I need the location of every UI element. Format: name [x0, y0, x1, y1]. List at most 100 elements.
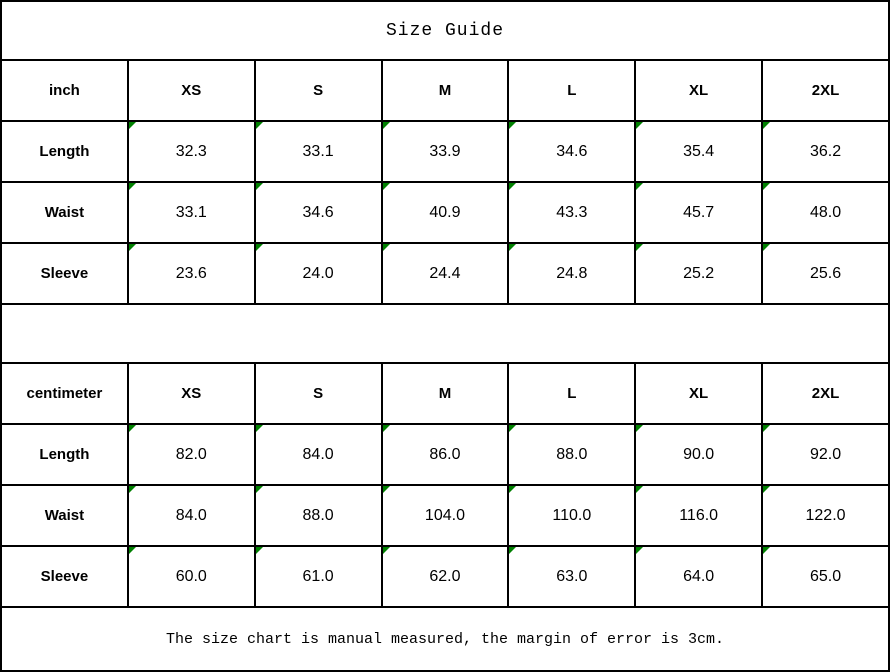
col-header-l: L — [507, 59, 637, 122]
cell-value: 116.0 — [679, 506, 719, 524]
corner-flag-icon — [256, 487, 263, 493]
table-cell: 60.0 — [126, 545, 256, 608]
col-header-2xl: 2XL — [761, 59, 890, 122]
table-cell: 61.0 — [253, 545, 383, 608]
cell-value: 43.3 — [556, 203, 588, 221]
cell-value: 25.2 — [683, 264, 715, 282]
table-cell: 110.0 — [507, 484, 637, 547]
table-cell: 48.0 — [761, 181, 890, 244]
cell-value: 35.4 — [683, 142, 715, 160]
table-cell: 25.6 — [761, 242, 890, 305]
cell-value: 48.0 — [809, 203, 842, 221]
size-table-inch: inch XS S M L XL 2XL Length 32.3 33.1 33… — [0, 59, 890, 305]
corner-flag-icon — [383, 487, 390, 493]
corner-flag-icon — [383, 245, 390, 251]
table-cell: 122.0 — [761, 484, 890, 547]
table-cell: 84.0 — [253, 423, 383, 486]
cell-value: 84.0 — [175, 506, 207, 524]
col-header-l: L — [507, 362, 637, 425]
table-row-waist-inch: Waist 33.1 34.6 40.9 43.3 45.7 48.0 — [0, 181, 890, 244]
cell-value: 23.6 — [175, 264, 207, 282]
row-label-length: Length — [0, 423, 129, 486]
header-row-inch: inch XS S M L XL 2XL — [0, 59, 890, 122]
cell-value: 33.1 — [302, 142, 334, 160]
col-header-s: S — [253, 362, 383, 425]
corner-flag-icon — [383, 123, 390, 129]
cell-value: 110.0 — [552, 506, 592, 524]
table-cell: 24.4 — [380, 242, 510, 305]
cell-value: 64.0 — [683, 567, 715, 585]
table-cell: 35.4 — [634, 120, 764, 183]
table-cell: 43.3 — [507, 181, 637, 244]
col-header-2xl: 2XL — [761, 362, 890, 425]
table-cell: 32.3 — [126, 120, 256, 183]
title-row: Size Guide — [0, 0, 890, 61]
corner-flag-icon — [510, 245, 517, 251]
cell-value: 60.0 — [175, 567, 207, 585]
table-cell: 45.7 — [634, 181, 764, 244]
corner-flag-icon — [510, 487, 517, 493]
table-cell: 65.0 — [761, 545, 890, 608]
col-header-xs: XS — [126, 59, 256, 122]
corner-flag-icon — [129, 184, 136, 190]
cell-value: 45.7 — [683, 203, 715, 221]
corner-flag-icon — [256, 426, 263, 432]
row-label-sleeve: Sleeve — [0, 545, 129, 608]
unit-label-inch: inch — [0, 59, 129, 122]
corner-flag-icon — [510, 426, 517, 432]
col-header-xs: XS — [126, 362, 256, 425]
table-cell: 36.2 — [761, 120, 890, 183]
cell-value: 90.0 — [683, 445, 715, 463]
footer-note-row: The size chart is manual measured, the m… — [0, 606, 890, 672]
table-cell: 34.6 — [253, 181, 383, 244]
cell-value: 61.0 — [302, 567, 334, 585]
cell-value: 33.1 — [175, 203, 207, 221]
corner-flag-icon — [256, 245, 263, 251]
table-cell: 88.0 — [253, 484, 383, 547]
row-label-waist: Waist — [0, 181, 129, 244]
table-cell: 24.0 — [253, 242, 383, 305]
table-cell: 25.2 — [634, 242, 764, 305]
row-label-waist: Waist — [0, 484, 129, 547]
table-cell: 40.9 — [380, 181, 510, 244]
corner-flag-icon — [383, 548, 390, 554]
table-cell: 92.0 — [761, 423, 890, 486]
table-cell: 34.6 — [507, 120, 637, 183]
corner-flag-icon — [510, 184, 517, 190]
table-cell: 33.9 — [380, 120, 510, 183]
corner-flag-icon — [256, 123, 263, 129]
cell-value: 65.0 — [809, 567, 842, 585]
corner-flag-icon — [764, 245, 771, 251]
cell-value: 32.3 — [175, 142, 207, 160]
col-header-m: M — [380, 59, 510, 122]
table-cell: 33.1 — [126, 181, 256, 244]
table-gap-row — [0, 303, 890, 364]
cell-value: 62.0 — [429, 567, 461, 585]
size-table-centimeter: centimeter XS S M L XL 2XL Length 82.0 8… — [0, 362, 890, 608]
header-row-centimeter: centimeter XS S M L XL 2XL — [0, 362, 890, 425]
col-header-s: S — [253, 59, 383, 122]
row-label-sleeve: Sleeve — [0, 242, 129, 305]
cell-value: 34.6 — [302, 203, 334, 221]
corner-flag-icon — [764, 548, 771, 554]
table-cell: 86.0 — [380, 423, 510, 486]
col-header-xl: XL — [634, 362, 764, 425]
table-cell: 82.0 — [126, 423, 256, 486]
col-header-xl: XL — [634, 59, 764, 122]
corner-flag-icon — [129, 487, 136, 493]
cell-value: 82.0 — [175, 445, 207, 463]
corner-flag-icon — [129, 123, 136, 129]
corner-flag-icon — [510, 548, 517, 554]
table-cell: 104.0 — [380, 484, 510, 547]
cell-value: 25.6 — [809, 264, 842, 282]
table-row-sleeve-inch: Sleeve 23.6 24.0 24.4 24.8 25.2 25.6 — [0, 242, 890, 305]
cell-value: 84.0 — [302, 445, 334, 463]
corner-flag-icon — [256, 184, 263, 190]
cell-value: 86.0 — [429, 445, 461, 463]
unit-label-centimeter: centimeter — [0, 362, 129, 425]
cell-value: 88.0 — [556, 445, 588, 463]
table-row-length-centimeter: Length 82.0 84.0 86.0 88.0 90.0 92.0 — [0, 423, 890, 486]
cell-value: 33.9 — [429, 142, 461, 160]
corner-flag-icon — [510, 123, 517, 129]
